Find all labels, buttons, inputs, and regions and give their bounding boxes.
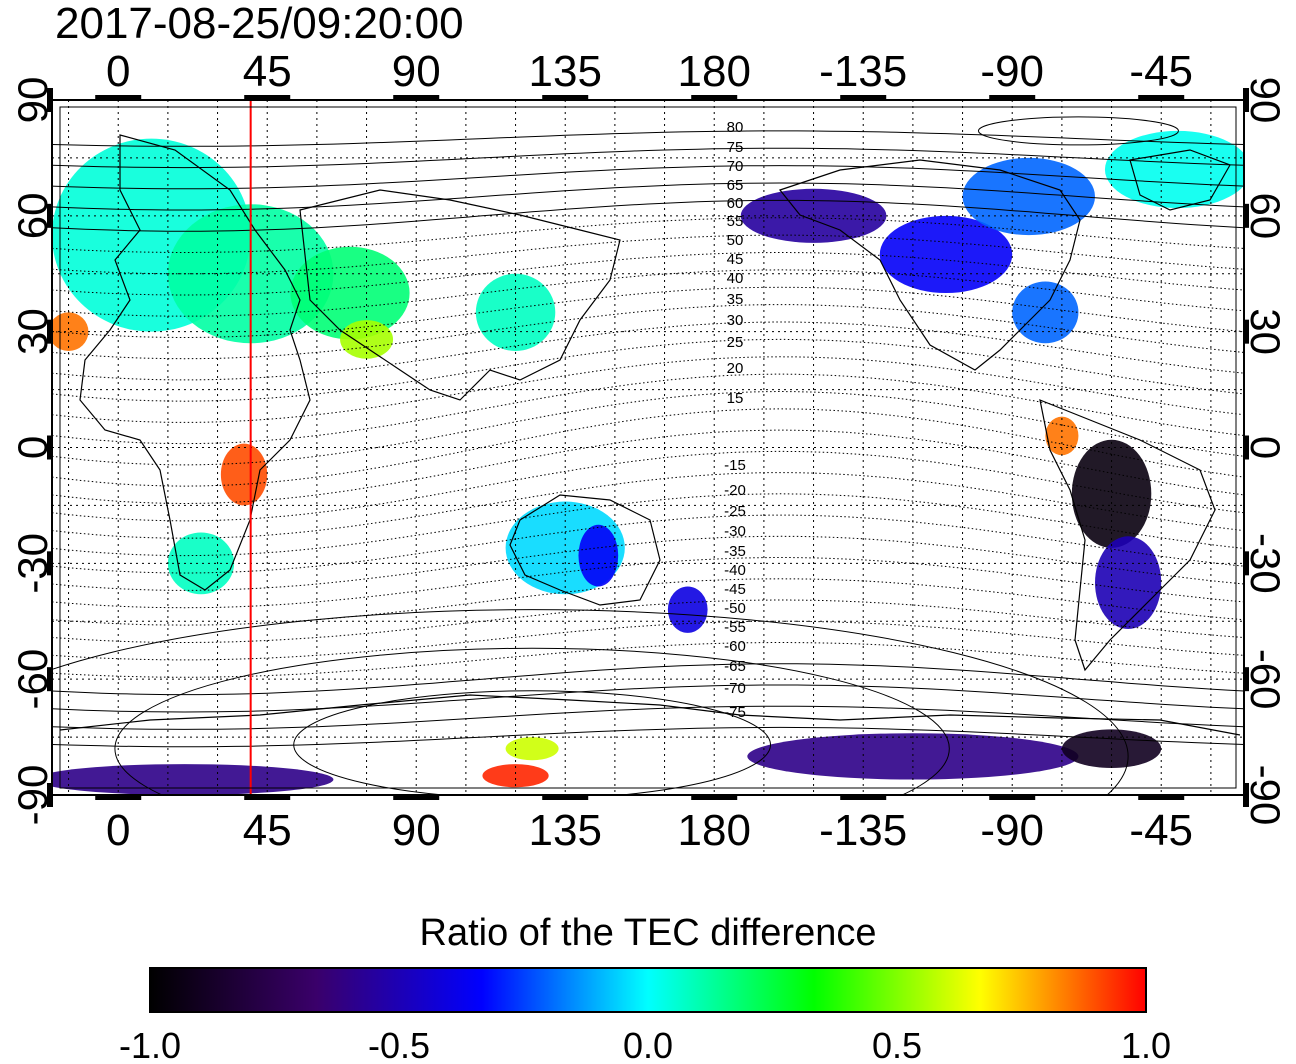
contour-label: -20 [724,482,746,499]
tec-data-layer [52,130,1244,795]
top-x-tick-label: -135 [819,47,907,96]
contour-label: 30 [727,312,744,329]
coastline-antarctica [59,694,1241,736]
right-y-tick-label: 30 [1242,308,1289,355]
map-title: 2017-08-25/09:20:00 [55,0,464,48]
contour-label: 65 [727,177,744,194]
contour-label: -30 [724,523,746,540]
contour-label: 55 [727,213,744,230]
colorbar-title: Ratio of the TEC difference [420,912,877,954]
coastline-south-america [1039,399,1216,672]
tec-region [667,586,708,633]
contour-label: 15 [727,390,744,407]
colorbar [149,967,1147,1013]
tec-region [475,273,556,351]
tec-region [340,320,394,359]
top-x-tick-label: 180 [678,47,751,96]
contour-label: -40 [724,562,746,579]
right-y-tick-label: 60 [1242,192,1289,239]
colorbar-tick-labels: -1.0 -0.5 0.0 0.5 1.0 [119,1025,1171,1064]
top-x-tick-label: 135 [529,47,602,96]
tec-region [290,246,410,340]
bottom-x-tick-label: -135 [819,806,907,855]
bottom-x-tick-label: -90 [980,806,1044,855]
contour-label: -60 [724,638,746,655]
coastline-europe-africa [79,134,311,591]
coastline-greenland [1129,149,1231,211]
coastline-australia [509,494,661,606]
contour-label: 35 [727,291,744,308]
contour-label: -50 [724,600,746,617]
left-y-tick-label: 60 [9,192,56,239]
right-y-tick-label: -90 [1242,765,1289,826]
tec-region [482,764,549,788]
colorbar-tick-label: 0.5 [872,1025,922,1064]
contour-label: -65 [724,658,746,675]
contour-label: 70 [727,158,744,175]
tec-region [52,764,334,795]
axis-tick-labels: 0 45 90 135 180 -135 -90 -45 0 45 90 135 180 -135 -90 -… [9,47,1289,855]
contour-label: 50 [727,232,744,249]
bottom-x-tick-label: 180 [678,806,751,855]
left-y-tick-label: 30 [9,308,56,355]
bottom-x-tick-label: 0 [106,806,130,855]
contour-label: 45 [727,251,744,268]
contour-label: -55 [724,619,746,636]
left-y-tick-label: 90 [9,77,56,124]
contour-label: 25 [727,334,744,351]
left-y-tick-label: -90 [9,765,56,826]
tec-region [1095,536,1162,629]
tec-region [220,443,268,506]
top-x-tick-label: 0 [106,47,130,96]
right-y-tick-label: 0 [1242,436,1289,459]
tec-region [1012,281,1079,344]
lat-lon-grid [52,100,1244,795]
coastlines [59,134,1241,736]
colorbar-tick-label: -1.0 [119,1025,181,1064]
colorbar-tick-label: 0.0 [623,1025,673,1064]
bottom-x-tick-label: 45 [243,806,292,855]
top-x-tick-label: 90 [392,47,441,96]
contour-label: 60 [727,195,744,212]
tec-region [747,733,1079,780]
axis-tick-marks [47,88,1249,807]
left-y-tick-label: -30 [9,533,56,594]
contour-label: 40 [727,270,744,287]
left-y-tick-label: -60 [9,649,56,710]
colorbar-tick-label: 1.0 [1121,1025,1171,1064]
contour-label: 80 [727,119,744,136]
left-y-tick-label: 0 [9,436,56,459]
bottom-x-tick-label: 135 [529,806,602,855]
right-y-tick-label: -30 [1242,533,1289,594]
bottom-x-tick-label: 90 [392,806,441,855]
tec-region [578,524,619,587]
coastline-asia [299,189,621,401]
contour-label: -35 [724,543,746,560]
tec-region [167,532,235,595]
tec-region [505,737,559,761]
contour-label: -70 [724,680,746,697]
tec-region [879,215,1013,294]
contour-label: -15 [724,457,746,474]
coastline-north-america [778,159,1081,371]
right-y-tick-label: 90 [1242,77,1289,124]
right-y-tick-label: -60 [1242,649,1289,710]
top-x-tick-label: 45 [243,47,292,96]
tec-region [1104,130,1244,209]
tec-region [1045,416,1079,456]
contour-label: 20 [727,360,744,377]
top-x-tick-label: -90 [980,47,1044,96]
tec-region [1071,439,1152,548]
bottom-x-tick-label: -45 [1129,806,1193,855]
contour-label: -25 [724,503,746,520]
contour-label: -45 [724,581,746,598]
map-frame-inner [59,106,1237,789]
top-x-tick-label: -45 [1129,47,1193,96]
contour-label: -75 [724,704,746,721]
contour-label: 75 [727,139,744,156]
colorbar-tick-label: -0.5 [368,1025,430,1064]
